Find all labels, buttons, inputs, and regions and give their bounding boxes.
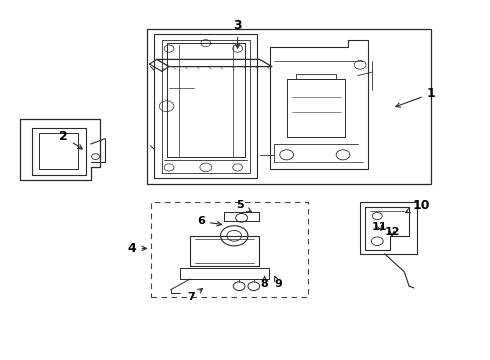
Text: 2: 2 [59, 130, 82, 149]
Text: 6: 6 [197, 216, 221, 226]
Text: 7: 7 [187, 289, 202, 302]
Text: 11: 11 [372, 222, 388, 232]
Text: 3: 3 [233, 19, 242, 48]
Text: 10: 10 [405, 199, 430, 213]
Text: 9: 9 [274, 276, 282, 289]
Text: 12: 12 [384, 227, 400, 237]
Bar [360, 202, 416, 254]
Text: 8: 8 [261, 276, 269, 289]
Bar [147, 29, 431, 184]
Text: 1: 1 [396, 87, 436, 107]
Bar [151, 202, 308, 297]
Text: 4: 4 [128, 242, 147, 255]
Text: 5: 5 [236, 200, 251, 212]
